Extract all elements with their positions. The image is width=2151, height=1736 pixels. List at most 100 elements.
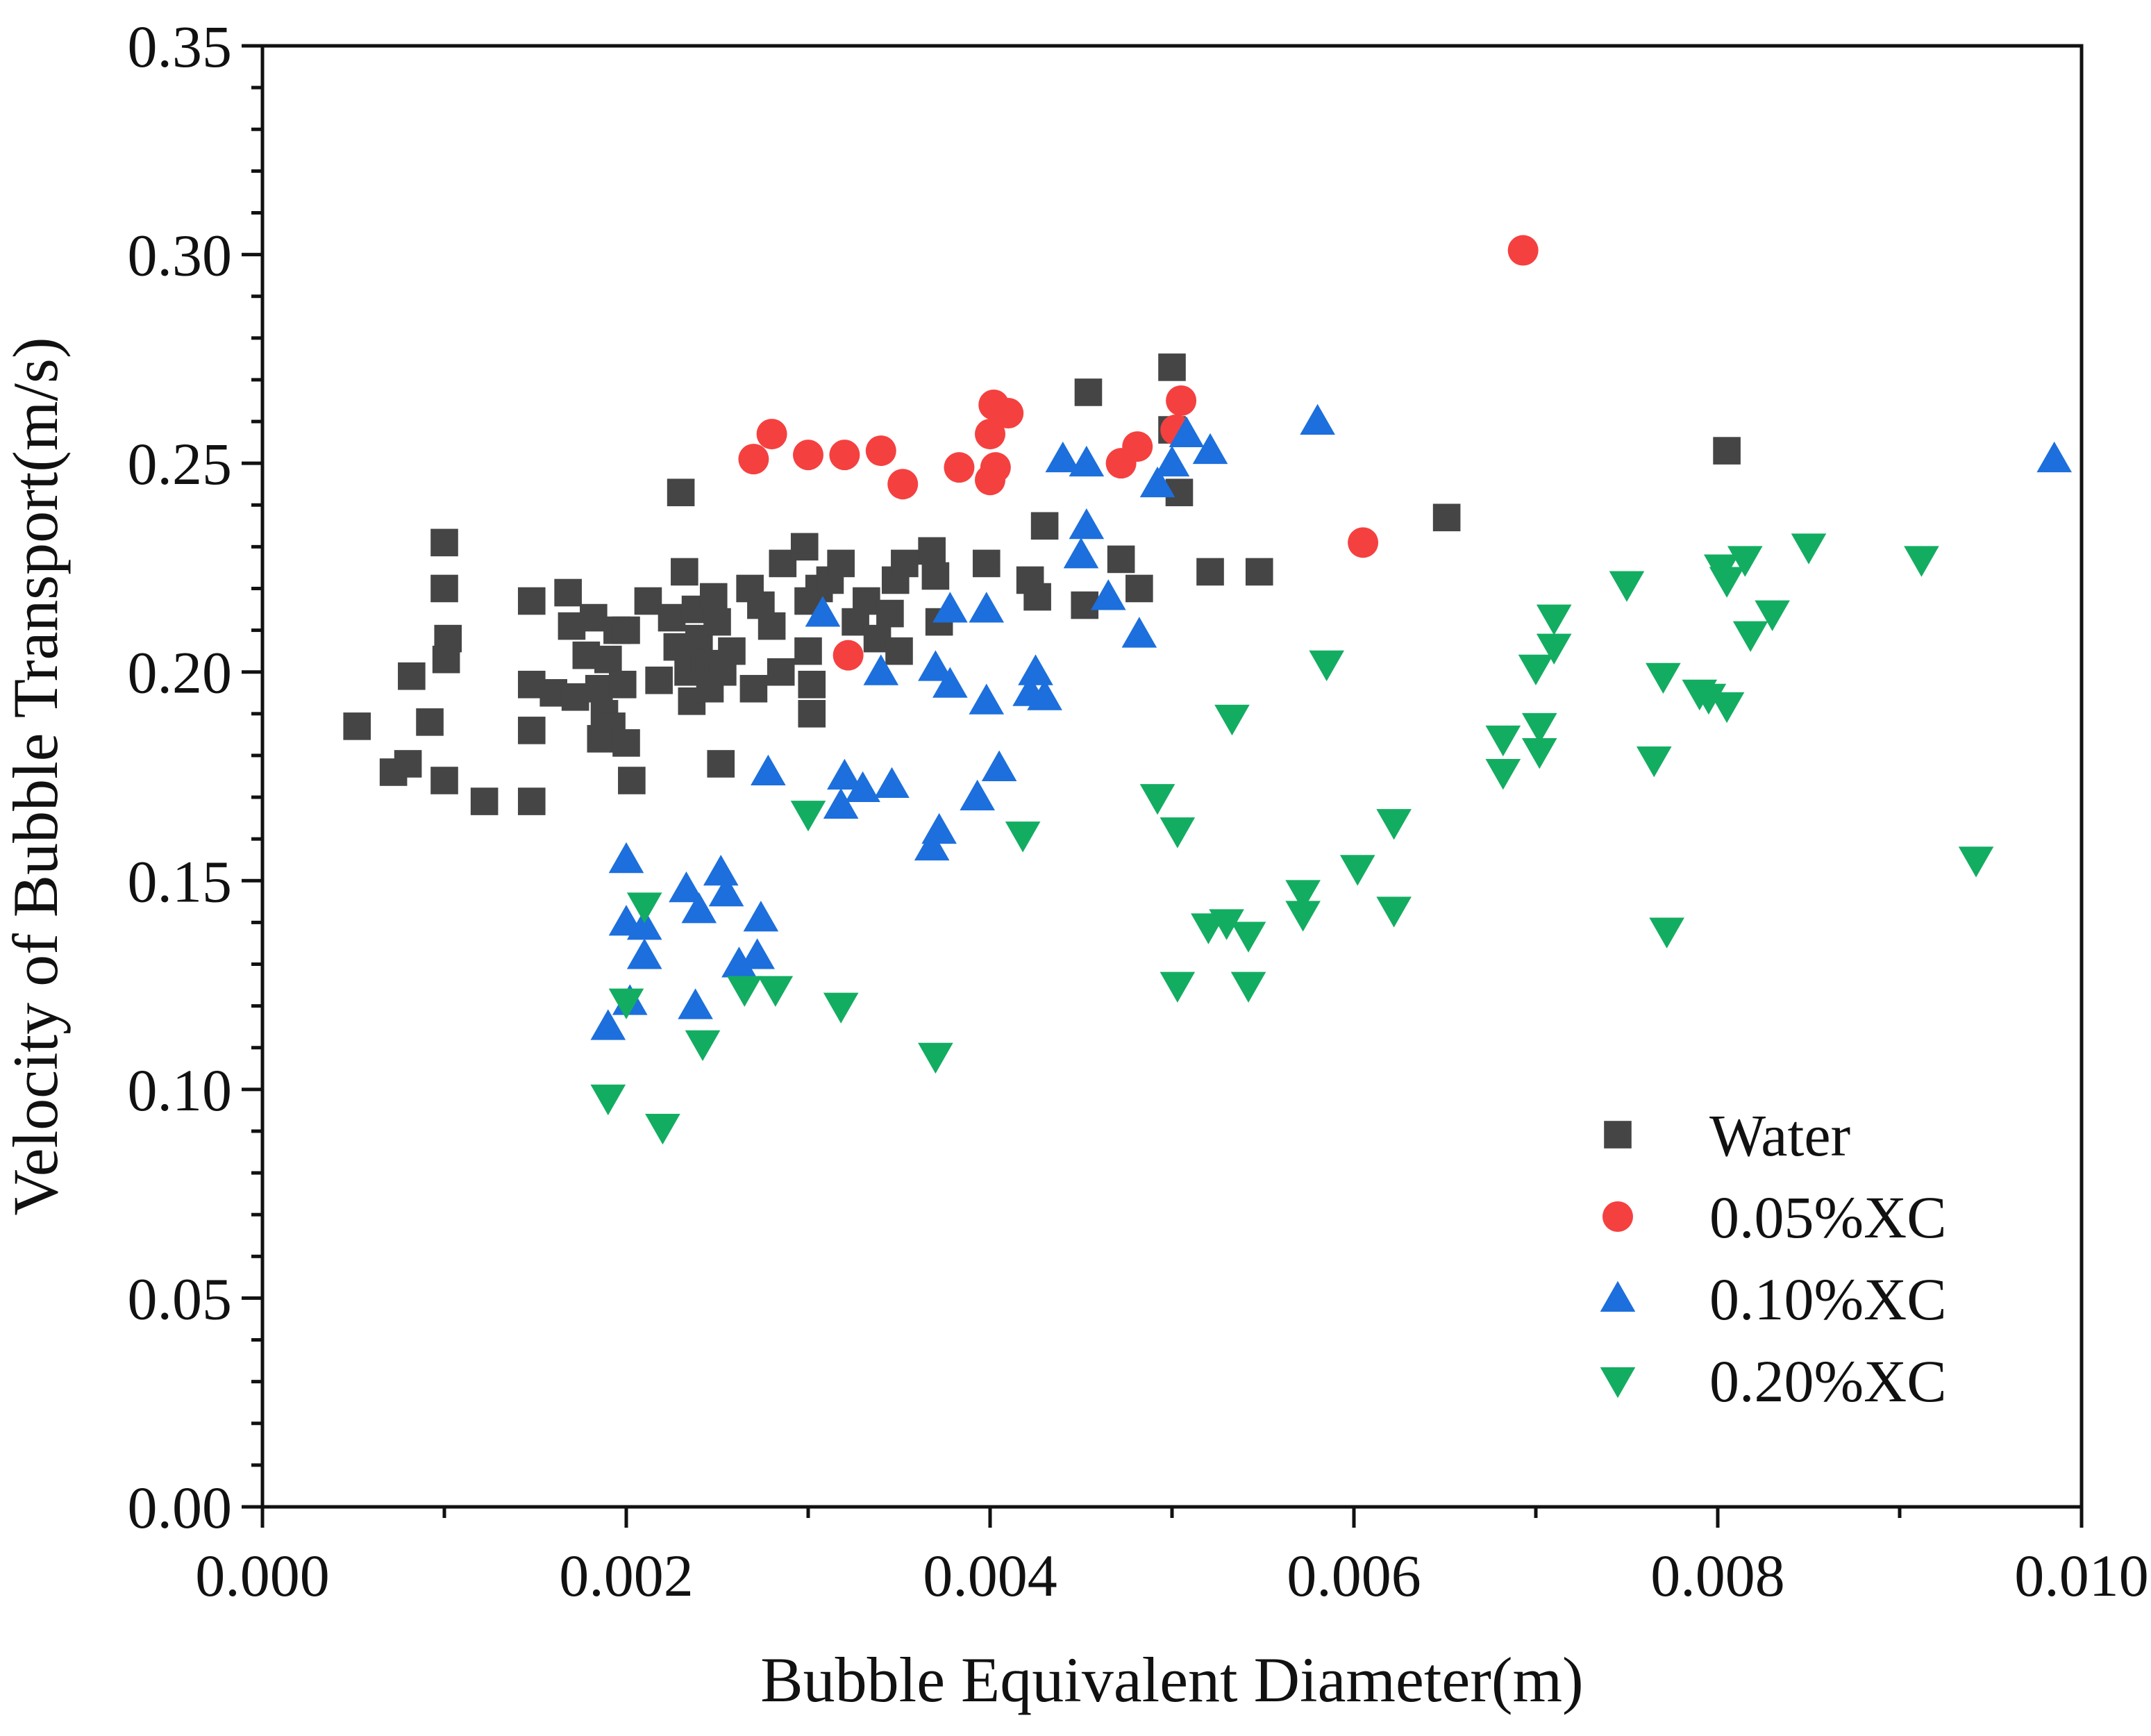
data-point	[685, 1030, 721, 1062]
data-point	[739, 938, 775, 969]
data-point	[703, 608, 731, 636]
data-point	[1125, 574, 1153, 603]
data-point	[798, 670, 826, 699]
data-point	[1230, 921, 1266, 953]
data-point	[612, 616, 640, 644]
data-point	[885, 637, 913, 665]
data-point	[669, 871, 704, 903]
series-3	[590, 533, 1994, 1145]
y-axis-title: Velocity of Bubble Transport(m/s)	[0, 337, 71, 1216]
legend-label: Water	[1709, 1102, 1850, 1169]
data-point	[2036, 441, 2072, 473]
data-point	[1521, 737, 1557, 769]
data-point	[793, 440, 823, 471]
data-point	[823, 787, 859, 819]
data-point	[1139, 466, 1175, 498]
data-point	[756, 419, 787, 450]
data-point	[703, 854, 739, 886]
data-point	[1755, 600, 1790, 631]
y-tick-label: 0.30	[128, 222, 233, 289]
data-point	[1637, 746, 1672, 778]
data-point	[517, 787, 546, 815]
data-point	[585, 674, 613, 703]
data-point	[678, 988, 713, 1019]
data-point	[739, 674, 768, 703]
data-point	[1063, 537, 1099, 569]
data-point	[960, 779, 995, 811]
data-point	[1348, 527, 1379, 558]
data-point	[972, 549, 1001, 578]
data-point	[1030, 512, 1059, 540]
data-point	[887, 469, 919, 500]
legend: Water 0.05%XC 0.10%XC 0.20%XC	[1600, 1102, 1947, 1414]
data-point	[517, 587, 546, 615]
data-point	[865, 435, 896, 467]
data-point	[1166, 385, 1197, 416]
legend-marker	[1604, 1121, 1632, 1149]
data-point	[1713, 437, 1741, 465]
legend-marker	[1600, 1280, 1636, 1312]
legend-label: 0.05%XC	[1709, 1184, 1947, 1251]
data-point	[645, 1113, 680, 1145]
series-2	[590, 403, 2072, 1040]
data-point	[918, 537, 946, 565]
data-point	[658, 603, 686, 632]
data-point	[798, 700, 826, 728]
data-point	[626, 909, 662, 940]
data-point	[718, 637, 746, 665]
data-point	[751, 754, 786, 785]
series-1	[738, 235, 1539, 671]
data-point	[1691, 683, 1727, 715]
data-point	[1646, 662, 1681, 694]
data-point	[618, 767, 646, 794]
data-point	[1791, 533, 1827, 565]
legend-label: 0.10%XC	[1709, 1266, 1947, 1333]
data-point	[1023, 583, 1051, 611]
data-point	[343, 712, 371, 740]
data-point	[805, 596, 841, 627]
data-point	[829, 440, 860, 471]
data-point	[1209, 909, 1244, 940]
data-point	[1376, 809, 1412, 840]
data-point	[634, 587, 662, 615]
data-point	[1121, 617, 1157, 648]
data-point	[969, 683, 1005, 715]
data-point	[1518, 654, 1554, 686]
data-point	[758, 976, 794, 1007]
data-point	[1160, 817, 1196, 849]
data-point	[1069, 508, 1105, 540]
data-point	[1485, 759, 1521, 790]
data-point	[944, 452, 975, 483]
data-point	[1958, 846, 1994, 878]
data-point	[1485, 725, 1521, 757]
data-point	[430, 574, 458, 603]
data-point	[608, 988, 644, 1019]
x-tick-label: 0.004	[923, 1542, 1057, 1609]
data-point	[1245, 558, 1273, 586]
y-tick-label: 0.20	[128, 640, 233, 706]
data-point	[1069, 445, 1105, 477]
data-point	[1122, 431, 1153, 462]
data-point	[975, 419, 1005, 450]
data-point	[1904, 546, 1939, 577]
data-point	[517, 717, 546, 744]
x-tick-label: 0.010	[2014, 1542, 2149, 1609]
data-point	[1309, 650, 1344, 681]
data-point	[671, 558, 698, 586]
data-point	[1376, 896, 1412, 928]
y-tick-label: 0.15	[128, 848, 233, 915]
legend-label: 0.20%XC	[1709, 1348, 1947, 1414]
data-point	[626, 892, 662, 924]
data-point	[1107, 545, 1135, 574]
x-tick-label: 0.008	[1650, 1542, 1785, 1609]
y-tick-label: 0.35	[128, 13, 233, 80]
data-point	[790, 801, 826, 832]
axis-ticks: 0.000 0.002 0.004 0.006 0.008 0.010 0.00 0.05 0.…	[128, 13, 2149, 1609]
data-point	[699, 583, 728, 611]
data-point	[667, 478, 695, 507]
y-tick-label: 0.05	[128, 1265, 233, 1332]
data-point	[1154, 445, 1190, 477]
data-point	[1649, 917, 1684, 949]
data-point	[1160, 971, 1196, 1003]
